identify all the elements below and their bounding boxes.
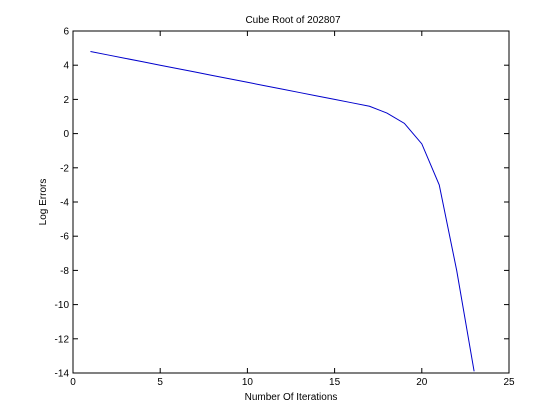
x-axis-ticks: 0 5 10 15 20 25	[70, 31, 515, 388]
chart-title: Cube Root of 202807	[245, 15, 341, 26]
x-tick-label: 5	[157, 377, 163, 388]
y-tick-label: -8	[60, 266, 69, 277]
x-tick-label: 0	[70, 377, 76, 388]
series-layer	[90, 51, 475, 372]
series-line-0	[90, 51, 475, 372]
y-tick-label: 4	[63, 61, 69, 72]
y-tick-label: -10	[55, 300, 70, 311]
y-tick-label: 2	[63, 95, 69, 106]
y-tick-label: -4	[60, 198, 69, 209]
y-tick-label: -6	[60, 232, 69, 243]
y-tick-label: -12	[55, 334, 70, 345]
y-axis-label: Log Errors	[38, 179, 49, 226]
x-tick-label: 10	[242, 377, 254, 388]
x-tick-label: 25	[503, 377, 515, 388]
x-tick-label: 20	[416, 377, 428, 388]
y-tick-label: -14	[55, 369, 70, 380]
x-tick-label: 15	[329, 377, 341, 388]
y-tick-label: -2	[60, 163, 69, 174]
y-axis-ticks: 6 4 2 0 -2 -4 -6 -8 -10 -12 -14	[55, 27, 509, 380]
y-tick-label: 6	[63, 27, 69, 38]
y-tick-label: 0	[63, 129, 69, 140]
x-axis-label: Number Of Iterations	[245, 392, 338, 403]
